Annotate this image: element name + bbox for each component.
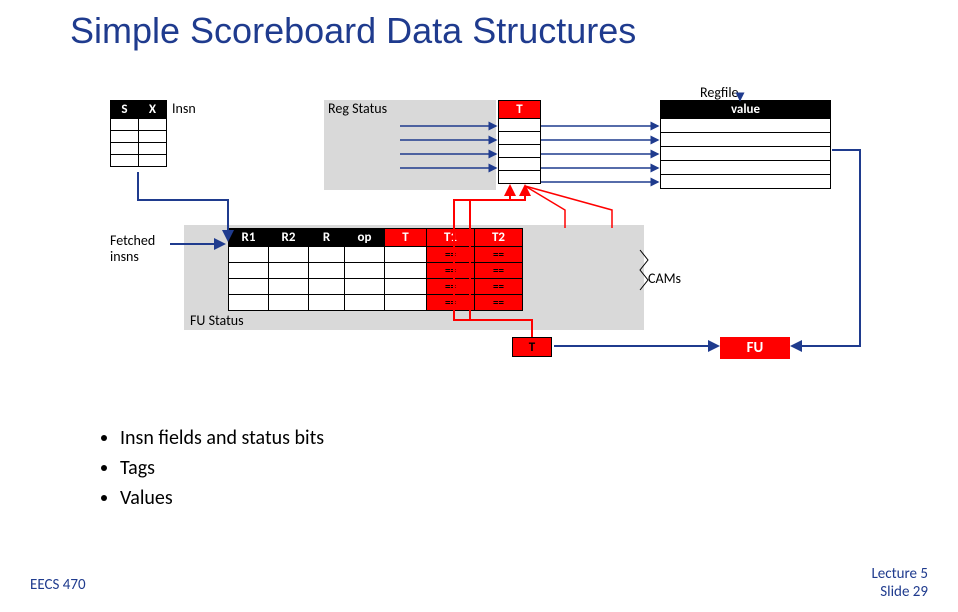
- eq-cell: ==: [427, 295, 475, 311]
- fu-h-op: op: [345, 229, 385, 247]
- t-table: T: [498, 100, 541, 184]
- fustatus-label: FU Status: [190, 312, 244, 329]
- insn-header-s: S: [111, 101, 139, 119]
- eq-cell: ==: [475, 263, 523, 279]
- fu-table: R1 R2 R op T T1 T2 ==== ==== ==== ====: [228, 228, 523, 311]
- regstatus-label: Reg Status: [328, 100, 387, 117]
- fu-h-r: R: [309, 229, 345, 247]
- insn-header-x: X: [139, 101, 167, 119]
- t-block: T: [512, 337, 552, 357]
- footer-right: Lecture 5 Slide 29: [871, 565, 928, 601]
- fu-h-t2: T2: [475, 229, 523, 247]
- eq-cell: ==: [475, 279, 523, 295]
- fu-block: FU: [720, 337, 790, 359]
- eq-cell: ==: [427, 263, 475, 279]
- bullet-item: Tags: [120, 456, 324, 480]
- bullet-item: Insn fields and status bits: [120, 426, 324, 450]
- eq-cell: ==: [475, 295, 523, 311]
- fetched-label: Fetched: [110, 232, 155, 249]
- t-header: T: [499, 101, 541, 119]
- regfile-label: Regfile: [700, 84, 739, 101]
- fu-h-r1: R1: [229, 229, 269, 247]
- fu-h-t1: T1: [427, 229, 475, 247]
- eq-cell: ==: [427, 279, 475, 295]
- insns-label: insns: [110, 248, 139, 265]
- bullets: Insn fields and status bits Tags Values: [80, 420, 324, 516]
- bullet-item: Values: [120, 486, 324, 510]
- footer-left: EECS 470: [30, 576, 86, 594]
- fu-h-t: T: [385, 229, 427, 247]
- eq-cell: ==: [475, 247, 523, 263]
- page-title: Simple Scoreboard Data Structures: [70, 10, 636, 52]
- cams-label: CAMs: [648, 270, 681, 287]
- insn-table: S X: [110, 100, 167, 167]
- regfile-header: value: [661, 101, 831, 119]
- fu-h-r2: R2: [269, 229, 309, 247]
- footer-lecture: Lecture 5: [871, 565, 928, 583]
- insn-label: Insn: [172, 100, 196, 117]
- regfile-table: value: [660, 100, 831, 189]
- eq-cell: ==: [427, 247, 475, 263]
- footer-slide: Slide 29: [880, 583, 928, 601]
